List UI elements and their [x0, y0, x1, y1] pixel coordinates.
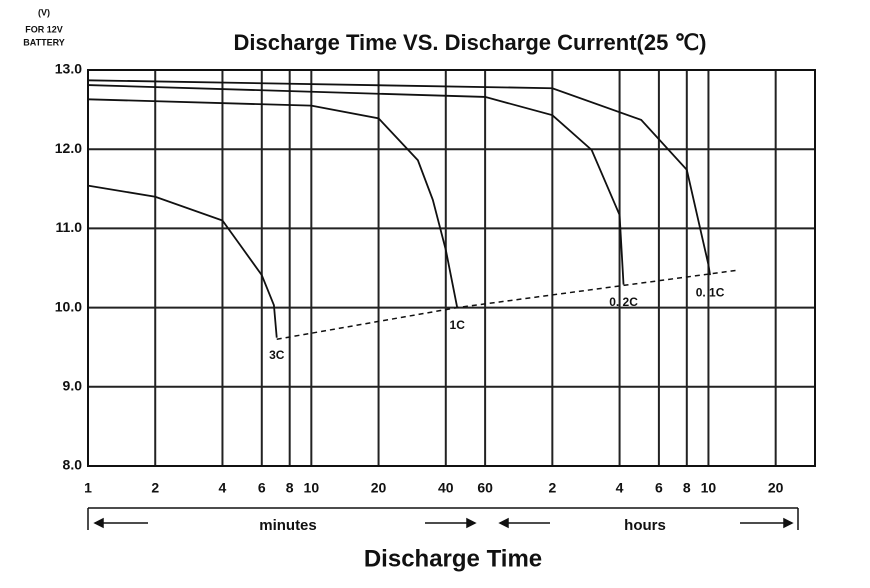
x-tick-label: 10: [304, 480, 320, 496]
curve-label: 3C: [269, 348, 285, 362]
y-tick-label: 10.0: [55, 298, 82, 314]
y-tick-label: 13.0: [55, 61, 82, 77]
x-tick-label: 20: [768, 480, 784, 496]
curve-label: 1C: [450, 318, 466, 332]
x-tick-label: 20: [371, 480, 387, 496]
curve: [87, 98, 459, 308]
curve-label: 0. 1C: [696, 285, 725, 299]
x-tick-label: 10: [701, 480, 717, 496]
x-tick-label: 40: [438, 480, 454, 496]
span-label: minutes: [259, 517, 317, 534]
x-axis-title: Discharge Time: [364, 545, 542, 572]
y-tick-label: 12.0: [55, 140, 82, 156]
x-tick-label: 2: [151, 480, 159, 496]
y-tick-label: 11.0: [56, 219, 83, 235]
y-tick-label: 8.0: [63, 457, 83, 473]
plot-frame: [87, 69, 816, 467]
x-tick-label: 6: [258, 480, 266, 496]
y-unit: (V): [38, 7, 50, 17]
chart-title: Discharge Time VS. Discharge Current(25 …: [233, 30, 706, 55]
x-tick-label: 60: [477, 480, 493, 496]
cutoff-line: [276, 269, 737, 341]
span-label: hours: [624, 517, 666, 534]
x-tick-label: 6: [655, 480, 663, 496]
x-tick-label: 4: [616, 480, 624, 496]
curve-label: 0. 2C: [609, 295, 638, 309]
y-note: FOR 12V: [25, 24, 63, 34]
x-tick-label: 4: [219, 480, 227, 496]
x-tick-label: 1: [84, 480, 92, 496]
x-tick-label: 2: [548, 480, 556, 496]
curve: [87, 79, 711, 276]
x-tick-label: 8: [683, 480, 691, 496]
x-tick-label: 8: [286, 480, 294, 496]
curve: [87, 84, 625, 285]
span-brackets: [87, 507, 799, 530]
curve: [87, 184, 278, 338]
y-note: BATTERY: [23, 37, 65, 47]
y-tick-label: 9.0: [63, 378, 83, 394]
